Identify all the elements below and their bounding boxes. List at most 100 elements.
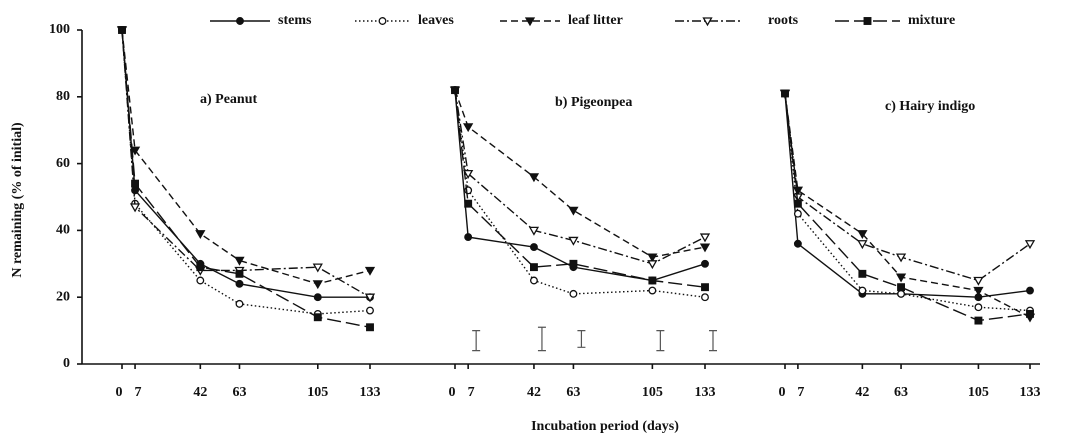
error-bar [577, 330, 586, 348]
x-tick-label: 105 [307, 385, 328, 400]
series-line [454, 90, 706, 288]
marker [464, 233, 473, 242]
marker [857, 230, 868, 240]
error-bar [537, 326, 546, 352]
marker [313, 293, 322, 302]
marker [568, 206, 579, 216]
marker [312, 280, 323, 290]
legend-marker [236, 17, 244, 25]
marker [973, 286, 984, 296]
marker [1024, 240, 1036, 250]
legend-label: mixture [908, 13, 955, 28]
marker [313, 313, 322, 322]
marker [529, 243, 538, 252]
marker [648, 286, 657, 295]
series-line [454, 90, 706, 282]
marker [699, 233, 711, 243]
marker [973, 276, 984, 286]
x-tick-label: 42 [193, 385, 207, 400]
legend-label: roots [768, 13, 799, 28]
x-tick-label: 42 [855, 385, 869, 400]
marker [701, 293, 709, 302]
marker [464, 199, 473, 208]
marker [196, 276, 205, 285]
marker [463, 123, 474, 133]
x-tick-label: 0 [779, 385, 786, 400]
x-tick-label: 7 [468, 385, 475, 400]
marker [366, 323, 374, 332]
legend-marker [863, 17, 872, 25]
marker [647, 260, 658, 270]
marker [529, 276, 538, 285]
series-line [121, 29, 371, 315]
series-line [784, 93, 1031, 298]
x-tick-label: 7 [135, 385, 142, 400]
marker [569, 259, 578, 268]
marker [701, 283, 709, 292]
marker [793, 199, 802, 208]
marker [699, 243, 711, 253]
legend-label: leaf litter [568, 13, 623, 28]
marker [793, 239, 802, 248]
marker [529, 263, 538, 272]
marker [131, 186, 140, 195]
panel-title: b) Pigeonpea [555, 95, 632, 110]
x-tick-label: 133 [695, 385, 716, 400]
marker [528, 226, 540, 236]
marker [895, 273, 907, 283]
x-tick-label: 63 [894, 385, 908, 400]
series-line [454, 89, 706, 258]
marker [857, 240, 868, 250]
marker [234, 256, 245, 266]
marker [648, 276, 657, 285]
y-tick-label: 80 [56, 89, 70, 104]
x-tick-label: 133 [360, 385, 381, 400]
x-tick-label: 133 [1020, 385, 1041, 400]
legend-marker [378, 17, 387, 25]
panel-title: c) Hairy indigo [885, 99, 975, 114]
x-tick-label: 105 [968, 385, 989, 400]
series-line [454, 90, 706, 265]
y-axis-label: N remaining (% of initial) [10, 122, 25, 278]
y-tick-label: 40 [56, 223, 70, 238]
y-tick-label: 100 [49, 22, 70, 37]
marker [793, 209, 802, 218]
legend-marker [702, 17, 713, 27]
series-line [784, 93, 1031, 312]
legend-label: leaves [418, 13, 454, 28]
x-tick-label: 63 [566, 385, 580, 400]
marker [195, 230, 206, 240]
x-tick-label: 63 [232, 385, 246, 400]
x-tick-label: 105 [642, 385, 663, 400]
marker [364, 293, 376, 303]
marker [1026, 309, 1034, 318]
marker [974, 303, 983, 312]
y-tick-label: 20 [56, 289, 70, 304]
marker [366, 306, 374, 315]
y-tick-label: 60 [56, 156, 70, 171]
series-line [454, 90, 706, 298]
marker [897, 283, 906, 292]
marker [131, 179, 140, 188]
x-tick-label: 0 [116, 385, 123, 400]
marker [781, 89, 789, 98]
marker [463, 169, 474, 179]
series-line [121, 29, 371, 298]
marker [1026, 286, 1034, 295]
error-bar [472, 330, 481, 352]
marker [701, 259, 709, 268]
marker [312, 263, 323, 273]
series-line [784, 93, 1031, 318]
marker [897, 289, 906, 298]
marker [569, 289, 578, 298]
series-line [121, 29, 371, 285]
marker [196, 263, 205, 272]
marker [235, 299, 244, 308]
series-line [121, 29, 371, 328]
series-line [121, 29, 370, 298]
marker [364, 266, 376, 276]
marker [895, 253, 907, 263]
marker [129, 203, 141, 213]
panel-title: a) Peanut [200, 92, 258, 107]
